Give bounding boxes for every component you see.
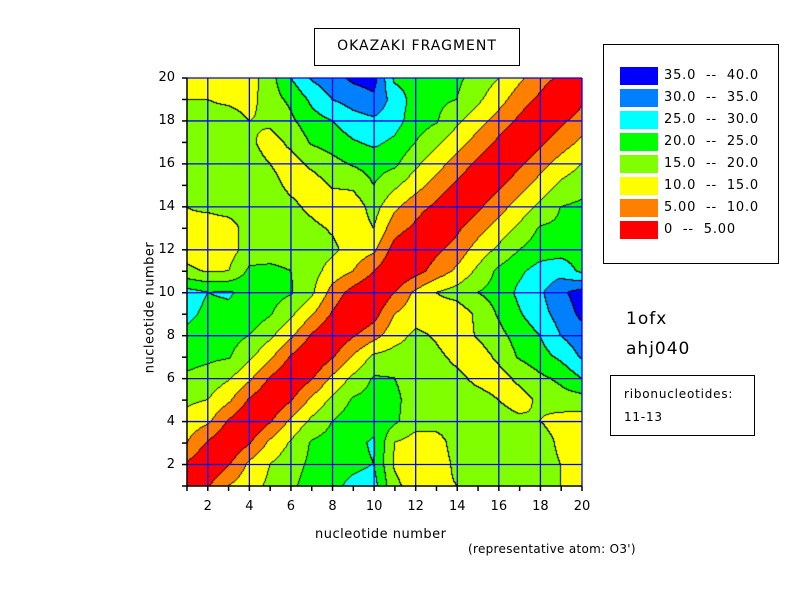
y-tick-label: 8: [166, 327, 175, 343]
representative-atom-note: (representative atom: O3'): [468, 542, 636, 556]
x-tick-label: 16: [490, 499, 508, 514]
title-box: OKAZAKI FRAGMENT: [314, 28, 520, 66]
y-tick-label: 14: [158, 198, 175, 214]
legend-label: 20.0 -- 25.0: [664, 134, 760, 149]
y-tick-label: 10: [158, 284, 175, 300]
y-tick-label: 4: [166, 413, 175, 429]
ribonucleotides-range: 11-13: [624, 410, 663, 424]
legend-label: 5.00 -- 10.0: [664, 200, 760, 215]
ribonucleotides-box: ribonucleotides: 11-13: [610, 375, 755, 436]
x-tick-label: 4: [245, 499, 254, 514]
contour-plot: [182, 77, 583, 491]
legend: 35.0 -- 40.0 30.0 -- 35.0 25.0 -- 30.0 20.0…: [603, 44, 779, 264]
legend-label: 10.0 -- 15.0: [664, 178, 760, 193]
x-axis-label: nucleotide number: [315, 527, 447, 542]
code-label: ahj040: [626, 339, 691, 359]
legend-label: 30.0 -- 35.0: [664, 90, 760, 105]
y-tick-label: 2: [166, 456, 175, 472]
x-tick-label: 20: [573, 499, 591, 514]
contour-fill: [187, 78, 582, 486]
legend-label: 15.0 -- 20.0: [664, 156, 760, 171]
legend-swatch: [620, 221, 658, 239]
y-axis-label: nucleotide number: [142, 241, 158, 374]
chart-title: OKAZAKI FRAGMENT: [337, 38, 497, 54]
plot-grid: [182, 77, 583, 491]
legend-swatch: [620, 89, 658, 107]
legend-swatch: [620, 133, 658, 151]
structure-id: 1ofx: [626, 309, 668, 329]
ribonucleotides-label: ribonucleotides:: [624, 387, 734, 401]
y-tick-label: 18: [158, 112, 175, 128]
y-tick-label: 20: [158, 70, 175, 85]
y-tick-label: 16: [158, 155, 175, 171]
x-tick-label: 10: [365, 499, 383, 514]
y-tick-label: 6: [166, 370, 175, 386]
x-tick-label: 14: [448, 499, 466, 514]
legend-label: 0 -- 5.00: [664, 222, 736, 237]
y-tick-label: 12: [158, 241, 175, 257]
legend-swatch: [620, 67, 658, 85]
x-tick-label: 2: [203, 499, 212, 514]
legend-swatch: [620, 155, 658, 173]
x-tick-label: 8: [328, 499, 337, 514]
legend-swatch: [620, 199, 658, 217]
legend-swatch: [620, 177, 658, 195]
legend-label: 35.0 -- 40.0: [664, 68, 760, 83]
legend-swatch: [620, 111, 658, 129]
x-tick-label: 6: [286, 499, 296, 514]
x-tick-label: 18: [532, 499, 549, 514]
x-tick-label: 12: [407, 499, 424, 514]
legend-label: 25.0 -- 30.0: [664, 112, 760, 127]
